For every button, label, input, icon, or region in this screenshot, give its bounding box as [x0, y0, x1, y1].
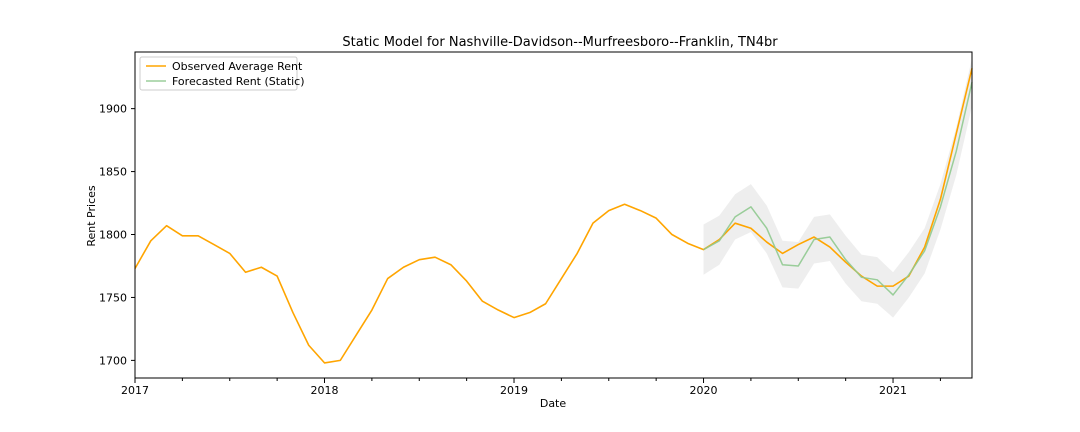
- confidence-band: [703, 58, 972, 318]
- series-line-layer: [134, 68, 973, 364]
- y-tick-label: 1900: [99, 103, 127, 116]
- y-tick-label: 1800: [99, 229, 127, 242]
- x-tick-label: 2017: [121, 384, 149, 397]
- y-tick-label: 1750: [99, 291, 127, 304]
- legend-box: [139, 56, 298, 91]
- y-tick-label: 1850: [99, 166, 127, 179]
- series-line-observed: [134, 68, 973, 364]
- x-axis-label: Date: [540, 397, 567, 410]
- x-tick-label: 2019: [500, 384, 528, 397]
- confidence-band-layer: [703, 58, 972, 318]
- x-tick-label: 2020: [690, 384, 718, 397]
- chart-title: Static Model for Nashville-Davidson--Mur…: [342, 35, 778, 50]
- legend: Observed Average Rent Forecasted Rent (St…: [139, 56, 305, 91]
- legend-label: Observed Average Rent: [172, 60, 303, 73]
- axes: 1700 1750 1800 1850 1900 2017 2018 2019 2020 2021: [99, 51, 973, 397]
- y-tick-label: 1700: [99, 354, 127, 367]
- plot-frame: [134, 51, 973, 379]
- x-tick-label: 2021: [879, 384, 907, 397]
- y-axis-label: Rent Prices: [85, 185, 98, 247]
- x-tick-label: 2018: [311, 384, 339, 397]
- legend-label: Forecasted Rent (Static): [172, 75, 305, 88]
- series-line-forecast: [703, 82, 973, 296]
